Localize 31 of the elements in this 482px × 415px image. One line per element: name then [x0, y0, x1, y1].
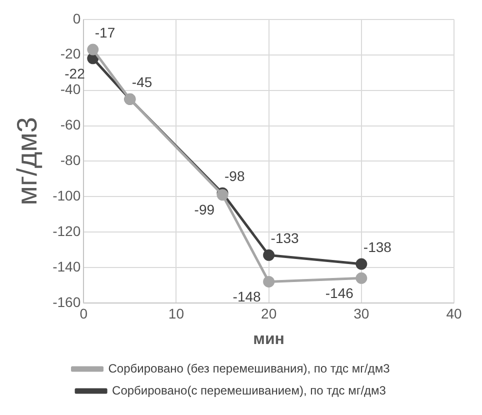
y-axis-title: мг/дм3: [12, 116, 43, 206]
y-tick-label: -120: [52, 222, 81, 239]
x-tick-label: 10: [168, 305, 184, 322]
data-label: -45: [132, 74, 152, 90]
data-label: -99: [194, 202, 215, 218]
y-tick-label: -60: [60, 116, 81, 133]
point: [356, 258, 368, 270]
point: [263, 276, 275, 288]
data-label: -22: [64, 65, 86, 82]
x-axis-title: мин: [253, 330, 284, 348]
x-tick-label: 20: [261, 305, 277, 322]
y-tick-label: -40: [60, 81, 81, 98]
data-label: -133: [270, 230, 300, 246]
legend-label: Сорбировано(с перемешиванием), по тдс мг/дм3: [112, 383, 386, 398]
point: [87, 44, 99, 56]
data-label: -138: [363, 238, 392, 255]
data-label: -98: [224, 168, 245, 184]
legend-label: Сорбировано (без перемешивания), по тдс мг/дм3: [108, 361, 390, 376]
x-tick-label: 40: [446, 305, 462, 322]
y-tick-label: -160: [52, 294, 81, 310]
y-tick-label: -20: [60, 46, 81, 62]
point: [356, 272, 368, 284]
data-label: -17: [94, 24, 116, 40]
x-tick-label: 30: [354, 305, 370, 322]
data-label: -146: [325, 285, 354, 302]
y-tick-label: -140: [52, 258, 81, 274]
y-tick-label: -80: [60, 152, 81, 168]
data-label: -148: [232, 288, 262, 305]
y-tick-label: 0: [72, 10, 81, 26]
point: [263, 249, 275, 261]
y-tick-label: -100: [52, 188, 81, 204]
